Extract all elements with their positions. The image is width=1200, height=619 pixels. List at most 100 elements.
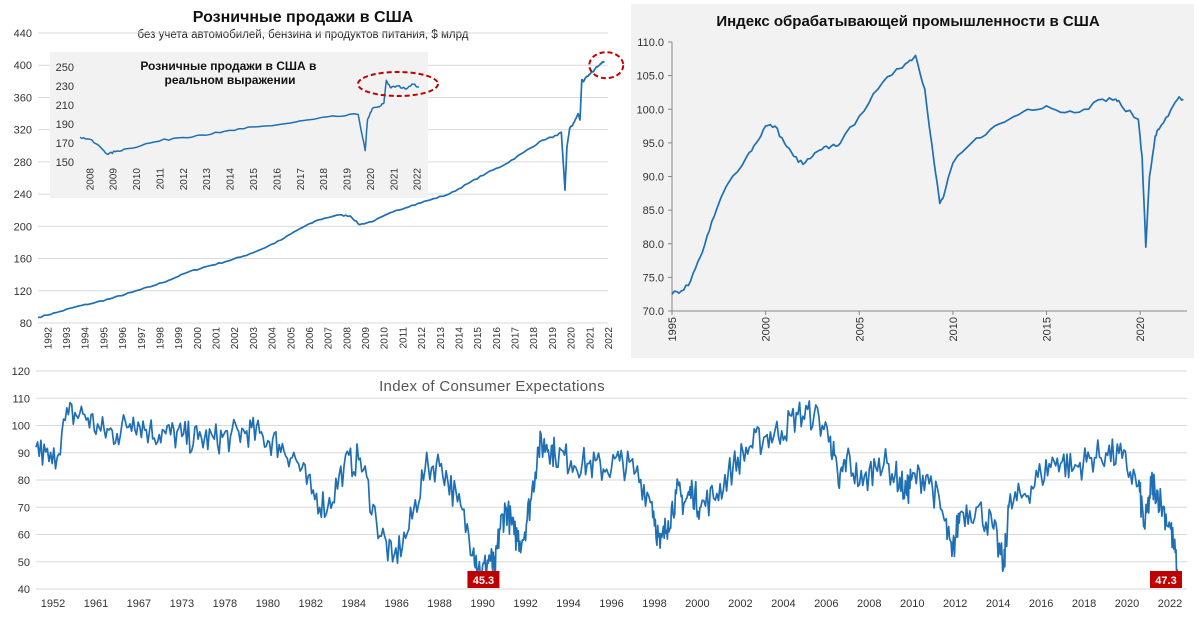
inset-xtick-label: 2009	[109, 168, 120, 191]
expectations-ytick-label: 90	[18, 448, 30, 460]
expectations-xtick-label: 2018	[1072, 598, 1096, 610]
expectations-value-badge: 45.3	[467, 571, 500, 588]
inset-title: Розничные продажи в США в реальном выраж…	[140, 59, 319, 87]
retail-ytick-label: 320	[14, 125, 32, 137]
badge-label: 47.3	[1155, 575, 1176, 587]
retail-xtick-label: 2016	[492, 327, 503, 350]
manufacturing-panel: Индекс обрабатывающей промышленности в С…	[631, 4, 1194, 358]
mfg-xtick-label: 1995	[667, 317, 679, 341]
retail-xtick-label: 2010	[380, 327, 391, 350]
inset-ytick-label: 190	[56, 119, 74, 131]
retail-xtick-label: 1992	[43, 327, 54, 350]
mfg-ytick-label: 110.0	[637, 37, 664, 49]
inset-ytick-label: 250	[56, 62, 74, 74]
inset-title-line2: реальном выражении	[165, 73, 296, 87]
retail-ytick-label: 240	[14, 189, 32, 201]
retail-ytick-label: 160	[14, 254, 32, 266]
retail-xtick-label: 2006	[305, 327, 316, 350]
retail-xtick-label: 2012	[417, 327, 428, 350]
expectations-xtick-label: 2006	[814, 598, 838, 610]
inset-xtick-label: 2014	[226, 168, 237, 191]
expectations-xtick-label: 2002	[728, 598, 752, 610]
retail-xtick-label: 1993	[62, 327, 73, 350]
expectations-xtick-label: 1982	[299, 598, 323, 610]
mfg-ytick-label: 90.0	[643, 172, 664, 184]
inset-xtick-label: 2022	[413, 168, 424, 191]
retail-ytick-label: 120	[14, 286, 32, 298]
inset-xtick-label: 2010	[132, 168, 143, 191]
expectations-xtick-label: 1992	[513, 598, 537, 610]
expectations-xtick-label: 2022	[1158, 598, 1182, 610]
inset-xtick-label: 2008	[85, 168, 96, 191]
retail-xtick-label: 1996	[118, 327, 129, 350]
expectations-title: Index of Consumer Expectations	[379, 378, 605, 395]
retail-xtick-label: 1994	[81, 327, 92, 350]
expectations-xtick-label: 1978	[213, 598, 237, 610]
expectations-xtick-label: 1994	[556, 598, 580, 610]
retail-xtick-label: 2021	[585, 327, 596, 350]
inset-xtick-label: 2012	[179, 168, 190, 191]
badge-background	[1150, 571, 1182, 588]
inset-xtick-label: 2020	[366, 168, 377, 191]
expectations-xtick-label: 1998	[642, 598, 666, 610]
mfg-ytick-label: 105.0	[636, 71, 664, 83]
expectations-xtick-label: 2004	[771, 598, 795, 610]
expectations-xtick-label: 2010	[900, 598, 924, 610]
expectations-xtick-label: 1986	[384, 598, 408, 610]
retail-title: Розничные продажи в США	[193, 9, 414, 26]
expectations-xtick-label: 1990	[470, 598, 494, 610]
retail-xtick-label: 2015	[473, 327, 484, 350]
mfg-xtick-label: 2015	[1042, 317, 1054, 341]
expectations-xtick-label: 1984	[341, 598, 365, 610]
expectations-xtick-label: 1988	[427, 598, 451, 610]
mfg-ytick-label: 75.0	[643, 272, 664, 284]
expectations-ytick-label: 50	[18, 557, 30, 569]
expectations-ytick-label: 80	[18, 475, 30, 487]
retail-xtick-label: 2008	[342, 327, 353, 350]
retail-xtick-label: 2013	[436, 327, 447, 350]
inset-xtick-label: 2011	[155, 168, 166, 190]
inset-series-line	[79, 79, 419, 156]
retail-xtick-label: 2009	[361, 327, 372, 350]
mfg-ytick-label: 85.0	[643, 205, 664, 217]
expectations-xtick-label: 2020	[1115, 598, 1139, 610]
expectations-ytick-label: 120	[12, 366, 30, 378]
manufacturing-series-line	[671, 54, 1184, 295]
expectations-xtick-label: 1973	[170, 598, 194, 610]
mfg-ytick-label: 80.0	[643, 239, 664, 251]
retail-subtitle: без учета автомобилей, бензина и продукт…	[138, 29, 469, 41]
retail-xtick-label: 2019	[548, 327, 559, 350]
inset-ytick-label: 210	[56, 100, 74, 112]
expectations-xtick-label: 2000	[685, 598, 709, 610]
retail-xtick-label: 1995	[99, 327, 110, 350]
badge-background	[467, 571, 500, 588]
inset-ytick-label: 230	[56, 81, 74, 93]
manufacturing-title: Индекс обрабатывающей промышленности в С…	[716, 13, 1100, 30]
retail-xtick-label: 1998	[155, 327, 166, 350]
retail-ytick-label: 280	[14, 157, 32, 169]
retail-xtick-label: 2017	[511, 327, 522, 350]
expectations-panel: Index of Consumer Expectations 40 50 60 70 8…	[12, 366, 1187, 610]
retail-xtick-label: 2020	[567, 327, 578, 350]
inset-xtick-label: 2018	[319, 168, 330, 191]
expectations-xtick-label: 2016	[1029, 598, 1053, 610]
expectations-xtick-label: 2012	[943, 598, 967, 610]
expectations-xtick-label: 1967	[127, 598, 151, 610]
expectations-ytick-label: 100	[12, 421, 30, 433]
retail-series-line	[37, 60, 605, 319]
expectations-ytick-label: 70	[18, 502, 30, 514]
mfg-xtick-label: 2020	[1135, 317, 1147, 341]
inset-xtick-label: 2016	[272, 168, 283, 191]
inset-xtick-label: 2017	[296, 168, 307, 191]
manufacturing-background	[631, 4, 1194, 358]
retail-xtick-label: 2000	[193, 327, 204, 350]
retail-real-inset: Розничные продажи в США в реальном выраж…	[50, 52, 439, 198]
retail-xtick-label: 2011	[398, 327, 409, 349]
inset-ytick-label: 150	[56, 157, 74, 169]
retail-ytick-label: 440	[14, 28, 32, 40]
inset-title-line1: Розничные продажи в США в	[140, 59, 316, 73]
expectations-xtick-label: 2008	[857, 598, 881, 610]
retail-xtick-label: 2004	[268, 327, 279, 350]
expectations-xtick-label: 1980	[256, 598, 280, 610]
